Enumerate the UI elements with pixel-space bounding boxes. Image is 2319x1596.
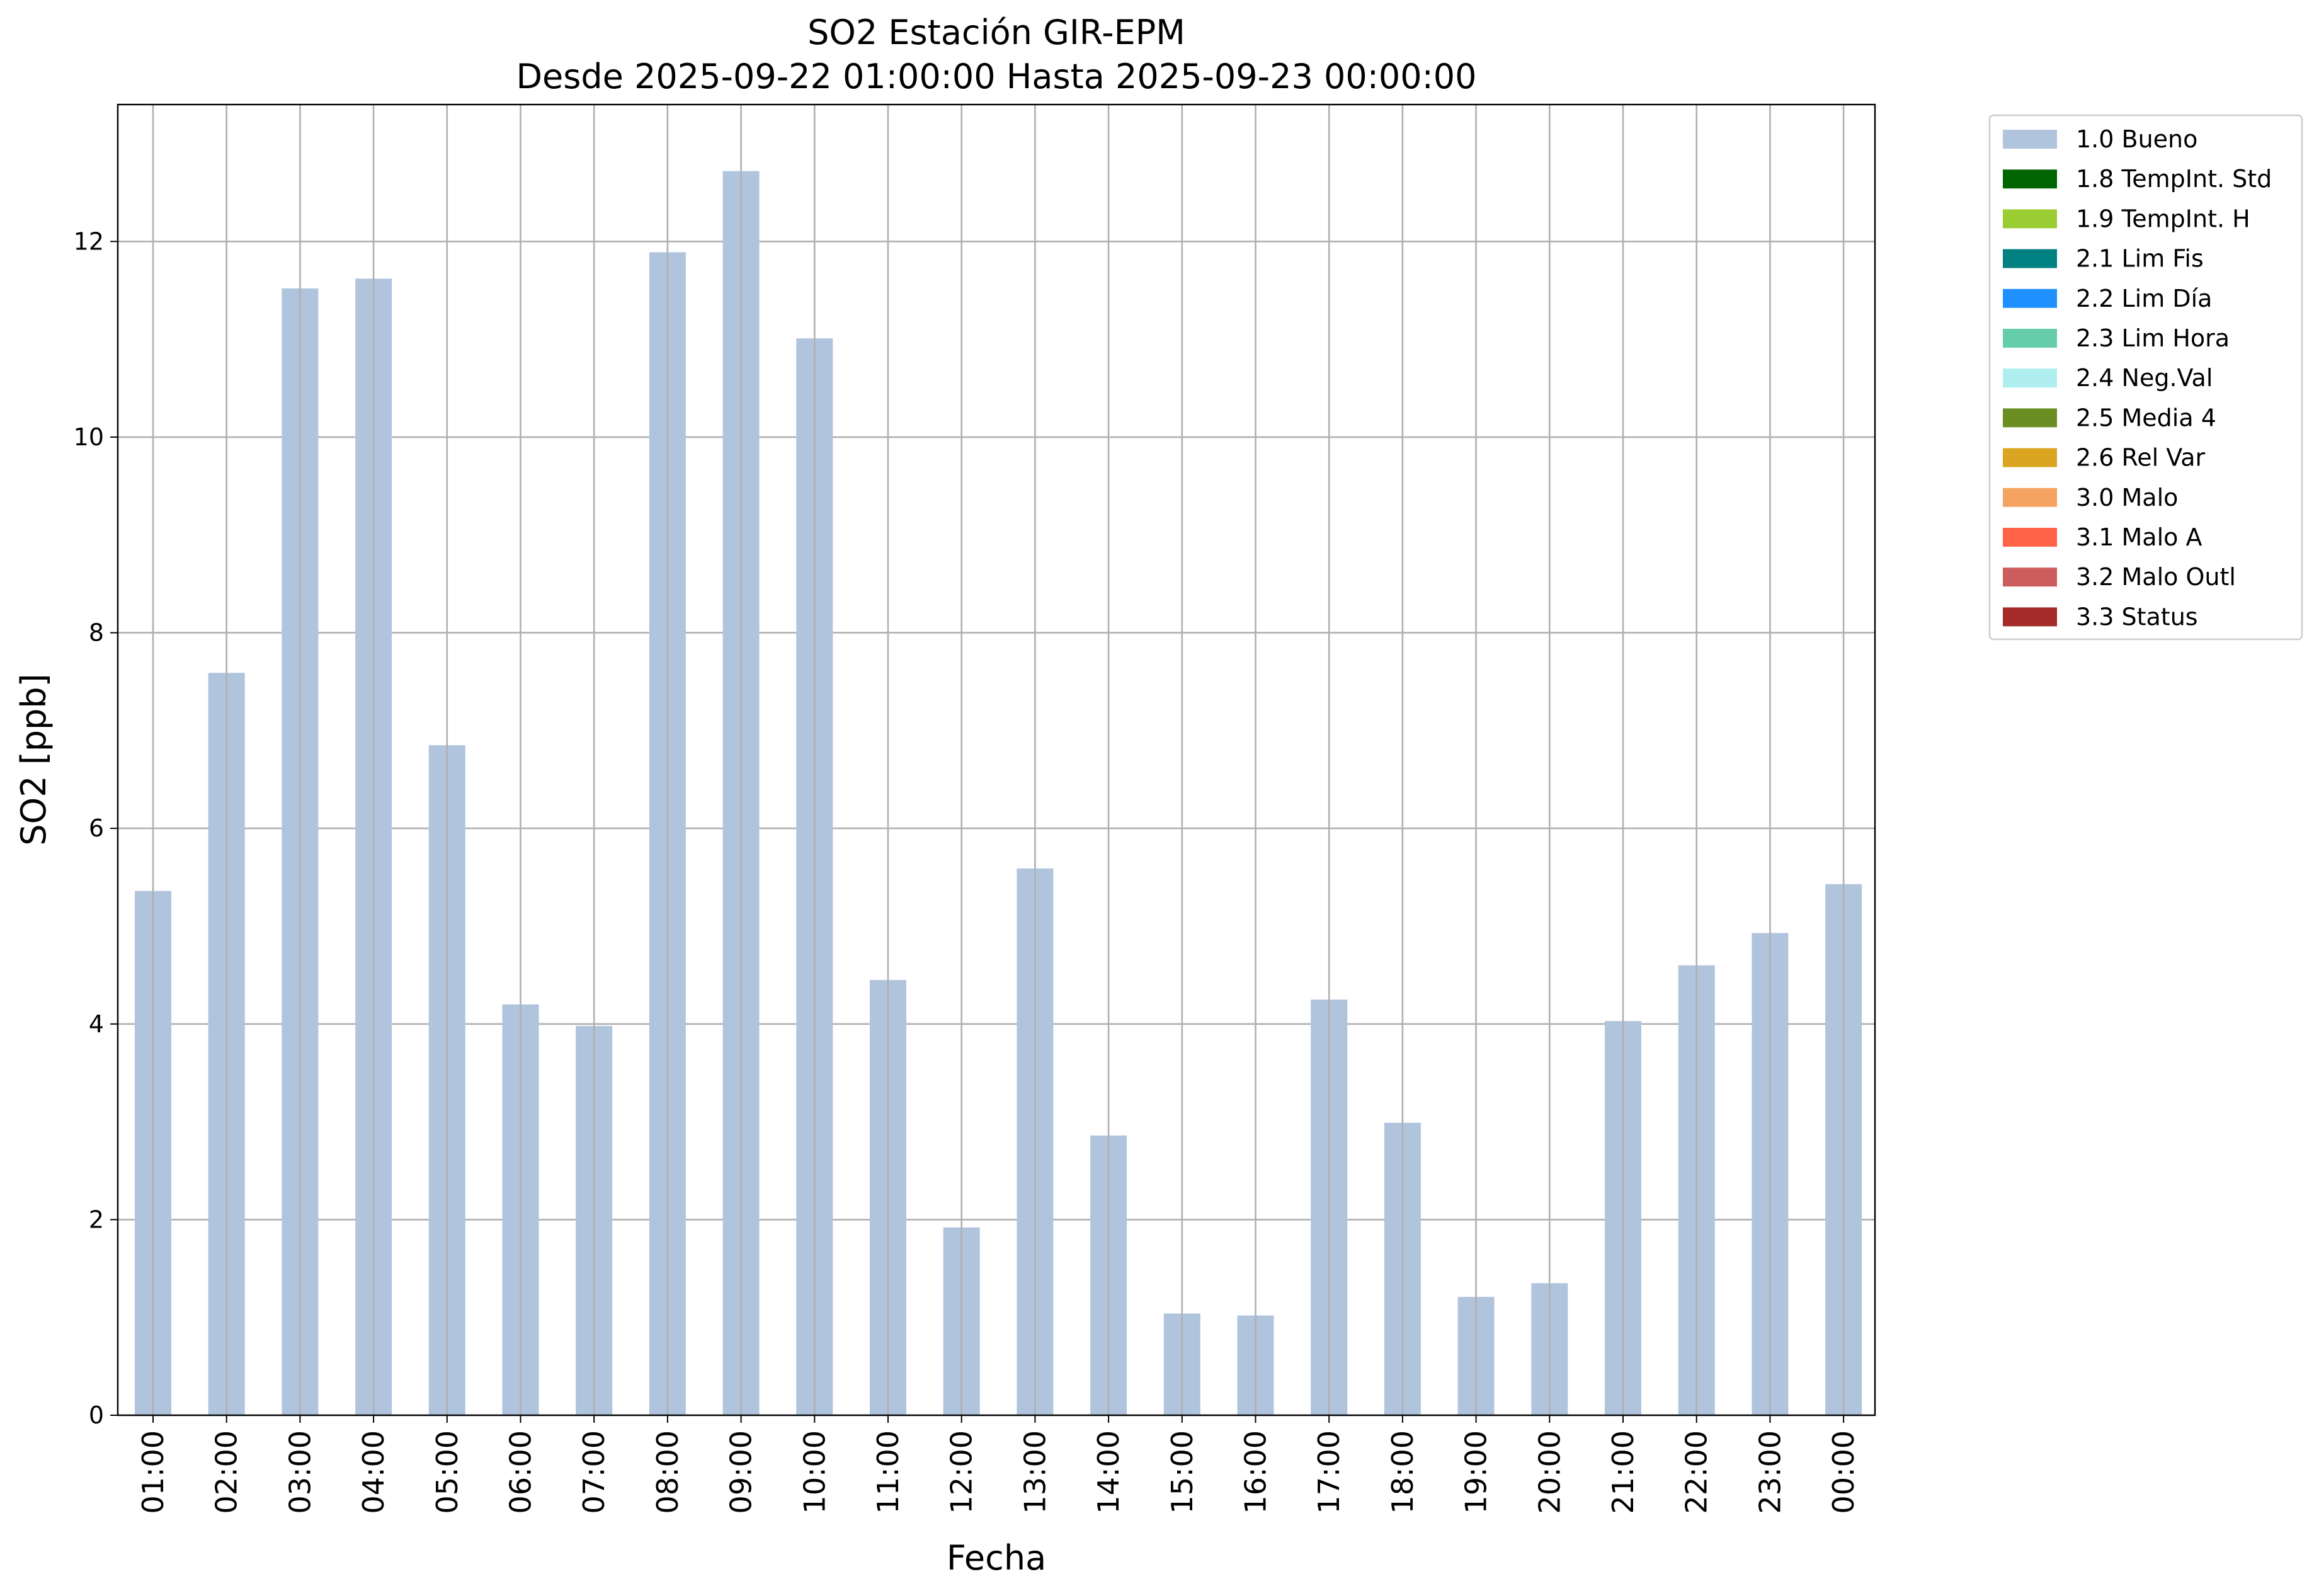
legend-label: 3.1 Malo A xyxy=(2076,523,2202,551)
y-axis-ticks: 0 2 4 6 8 10 12 xyxy=(74,227,118,1429)
legend-swatch xyxy=(2003,169,2057,189)
grid-lines xyxy=(118,241,1875,1416)
bars xyxy=(135,105,1862,1415)
legend-swatch xyxy=(2003,249,2057,268)
legend-swatch xyxy=(2003,448,2057,467)
x-tick-label: 03:00 xyxy=(283,1430,317,1514)
legend-swatch xyxy=(2003,567,2057,587)
legend-swatch xyxy=(2003,288,2057,308)
y-axis-label: SO2 [ppb] xyxy=(14,673,54,845)
legend-label: 2.3 Lim Hora xyxy=(2076,324,2230,352)
y-tick-label: 12 xyxy=(74,227,104,255)
legend-label: 2.4 Neg.Val xyxy=(2076,364,2213,392)
legend-label: 2.1 Lim Fis xyxy=(2076,245,2204,273)
legend-swatch xyxy=(2003,209,2057,229)
chart-title: SO2 Estación GIR-EPM xyxy=(807,13,1185,52)
legend-label: 2.2 Lim Día xyxy=(2076,285,2212,312)
x-tick-label: 14:00 xyxy=(1091,1430,1125,1514)
x-axis-ticks: 01:00 02:00 03:00 04:00 05:00 06:00 07:00 08:00… xyxy=(136,1415,1860,1514)
legend: 1.0 Bueno 1.8 TempInt. Std 1.9 TempInt. H 2… xyxy=(1988,114,2303,641)
x-tick-label: 15:00 xyxy=(1165,1430,1199,1514)
x-tick-label: 08:00 xyxy=(651,1430,685,1514)
legend-frame xyxy=(1988,114,2303,641)
x-tick-label: 02:00 xyxy=(210,1430,244,1514)
legend-swatch xyxy=(2003,607,2057,627)
legend-label: 1.0 Bueno xyxy=(2076,125,2197,153)
x-tick-label: 09:00 xyxy=(724,1430,758,1514)
x-tick-label: 01:00 xyxy=(136,1430,170,1514)
plot-frame xyxy=(117,103,1876,1416)
legend-label: 2.5 Media 4 xyxy=(2076,404,2216,431)
legend-swatch xyxy=(2003,408,2057,428)
x-tick-label: 19:00 xyxy=(1459,1430,1493,1514)
legend-label: 3.3 Status xyxy=(2076,603,2198,630)
legend-swatch xyxy=(2003,329,2057,348)
y-tick-label: 10 xyxy=(74,423,104,451)
legend-label: 2.6 Rel Var xyxy=(2076,444,2206,472)
x-tick-label: 07:00 xyxy=(577,1430,611,1514)
legend-label: 3.0 Malo xyxy=(2076,484,2178,511)
x-tick-label: 21:00 xyxy=(1606,1430,1640,1514)
x-tick-label: 22:00 xyxy=(1680,1430,1714,1514)
y-tick-label: 6 xyxy=(89,814,104,842)
x-axis-label: Fecha xyxy=(947,1538,1046,1578)
x-tick-label: 23:00 xyxy=(1753,1430,1787,1514)
x-tick-label: 20:00 xyxy=(1532,1430,1566,1514)
legend-swatch xyxy=(2003,528,2057,547)
legend-label: 3.2 Malo Outl xyxy=(2076,563,2236,591)
y-tick-label: 0 xyxy=(89,1401,104,1429)
legend-swatch xyxy=(2003,368,2057,388)
x-tick-label: 11:00 xyxy=(871,1430,905,1514)
x-tick-label: 13:00 xyxy=(1018,1430,1052,1514)
y-tick-label: 4 xyxy=(89,1010,104,1038)
x-tick-label: 17:00 xyxy=(1312,1430,1346,1514)
legend-swatch xyxy=(2003,130,2057,149)
legend-swatch xyxy=(2003,487,2057,507)
y-tick-label: 8 xyxy=(89,619,104,647)
chart-subtitle: Desde 2025-09-22 01:00:00 Hasta 2025-09-… xyxy=(516,57,1476,96)
x-tick-label: 16:00 xyxy=(1239,1430,1273,1514)
x-tick-label: 18:00 xyxy=(1386,1430,1420,1514)
x-tick-label: 05:00 xyxy=(430,1430,464,1514)
x-tick-label: 06:00 xyxy=(504,1430,538,1514)
x-tick-label: 00:00 xyxy=(1826,1430,1860,1514)
legend-label: 1.8 TempInt. Std xyxy=(2076,165,2272,193)
y-tick-label: 2 xyxy=(89,1206,104,1233)
legend-label: 1.9 TempInt. H xyxy=(2076,205,2250,232)
x-tick-label: 04:00 xyxy=(356,1430,390,1514)
x-tick-label: 12:00 xyxy=(945,1430,979,1514)
x-tick-label: 10:00 xyxy=(797,1430,831,1514)
